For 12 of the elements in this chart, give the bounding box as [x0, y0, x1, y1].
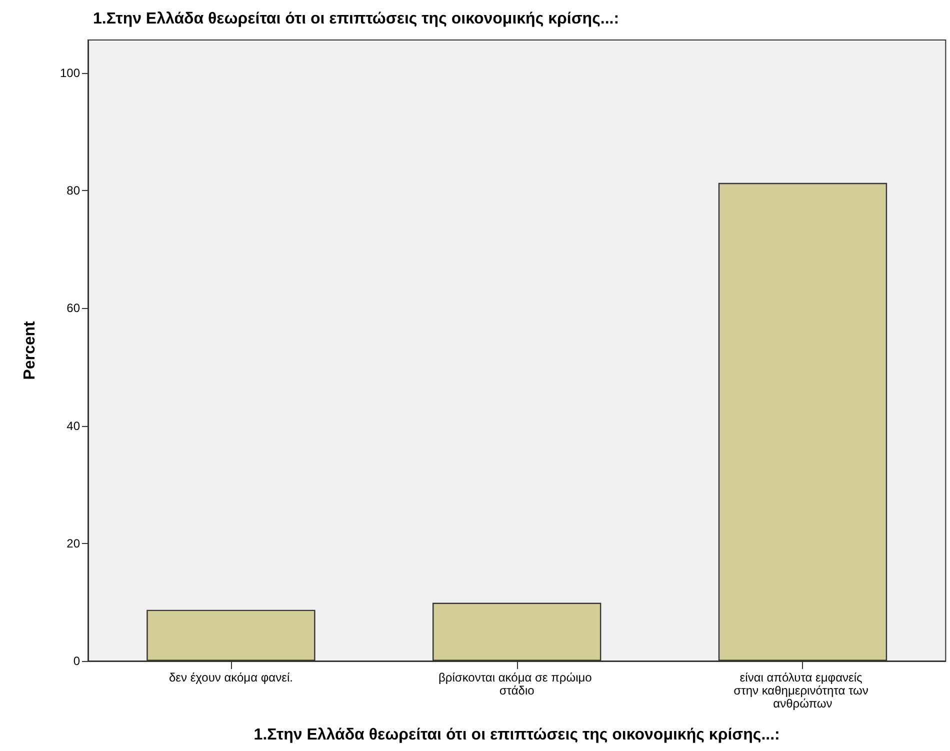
x-tick-label: είναι απόλυτα εμφανείς στην καθημερινότητα των ανθρώπων [734, 670, 872, 710]
y-tick-label: 40 [66, 418, 80, 433]
chart-title: 1.Στην Ελλάδα θεωρείται ότι οι επιπτώσεις της οικονομικής κρίσης...: [93, 10, 620, 28]
y-tick-label: 80 [66, 184, 80, 198]
y-tick-label: 0 [73, 654, 80, 668]
x-tick-label: δεν έχουν ακόμα φανεί. [168, 670, 293, 684]
x-tick-label: βρίσκονται ακόμα σε πρώιμο στάδιο [438, 670, 596, 698]
y-tick-label: 60 [66, 301, 80, 316]
x-axis-title: 1.Στην Ελλάδα θεωρείται ότι οι επιπτώσεις της οικονομικής κρίσης...: [254, 726, 780, 744]
y-axis-title: Percent [22, 320, 38, 380]
y-tick-label: 20 [66, 536, 80, 550]
y-tick-label: 100 [60, 66, 80, 80]
